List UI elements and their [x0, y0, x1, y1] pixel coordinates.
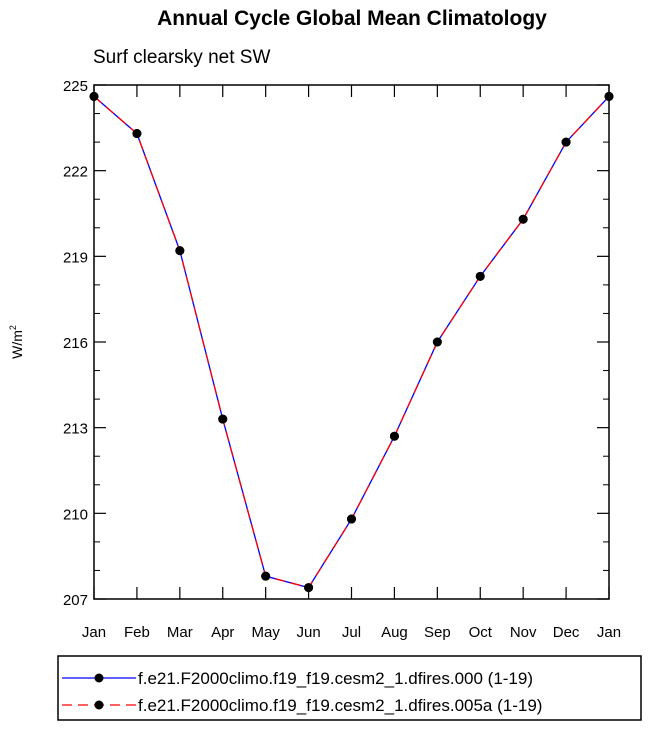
y-tick-label: 219: [63, 249, 88, 266]
y-tick-label: 207: [63, 592, 88, 609]
series-1: [89, 91, 614, 593]
y-tick-label: 225: [63, 78, 88, 95]
x-tick-label: May: [251, 624, 280, 641]
data-point: [432, 337, 442, 347]
series-line: [93, 95, 610, 589]
chart-subtitle: Surf clearsky net SW: [93, 47, 270, 68]
chart-title: Annual Cycle Global Mean Climatology: [157, 7, 547, 30]
axes: 207 210 213 216 219 222 225 Jan Feb Mar Apr May Jun J…: [63, 78, 621, 641]
legend: f.e21.F2000climo.f19_f19.cesm2_1.dfires.…: [57, 655, 642, 721]
data-point: [218, 414, 228, 424]
series-line: [93, 95, 610, 589]
legend-items: f.e21.F2000climo.f19_f19.cesm2_1.dfires.…: [62, 669, 542, 715]
x-tick-label: Mar: [167, 624, 193, 641]
y-axis-label: W/m2: [8, 325, 25, 359]
x-tick-label: Apr: [211, 624, 234, 641]
data-point: [347, 514, 356, 524]
y-axis-label-base: W/m: [9, 330, 25, 359]
legend-entry: f.e21.F2000climo.f19_f19.cesm2_1.dfires.…: [62, 696, 542, 715]
y-tick-label: 222: [63, 164, 88, 181]
legend-box: [57, 655, 642, 721]
data-point: [304, 583, 314, 593]
x-tick-label: Jun: [296, 624, 320, 641]
x-tick-label: Aug: [381, 624, 408, 641]
data-point: [518, 214, 528, 224]
series-layer: [89, 91, 614, 593]
data-point: [132, 129, 142, 139]
legend-swatch-marker: [94, 673, 104, 683]
data-point: [89, 91, 99, 101]
data-point: [389, 431, 399, 441]
x-tick-label: Jul: [342, 624, 361, 641]
data-point: [175, 246, 185, 256]
x-tick-label: Dec: [553, 624, 580, 641]
x-tick-label: Nov: [510, 624, 537, 641]
x-tick-label: Sep: [424, 624, 451, 641]
legend-swatch-marker: [94, 700, 104, 710]
data-point: [561, 137, 571, 147]
data-point: [261, 571, 271, 581]
data-point: [604, 91, 614, 101]
legend-entry: f.e21.F2000climo.f19_f19.cesm2_1.dfires.…: [62, 669, 533, 688]
y-axis-label-superscript: 2: [8, 325, 18, 330]
legend-label: f.e21.F2000climo.f19_f19.cesm2_1.dfires.…: [138, 696, 542, 715]
y-tick-label: 216: [63, 335, 88, 352]
x-tick-label: Oct: [469, 624, 493, 641]
x-tick-label: Feb: [124, 624, 150, 641]
x-tick-label: Jan: [82, 624, 106, 641]
y-tick-label: 210: [63, 506, 88, 523]
data-point: [475, 271, 485, 281]
x-tick-label: Jan: [597, 624, 621, 641]
legend-label: f.e21.F2000climo.f19_f19.cesm2_1.dfires.…: [138, 669, 533, 688]
y-tick-label: 213: [63, 421, 88, 438]
